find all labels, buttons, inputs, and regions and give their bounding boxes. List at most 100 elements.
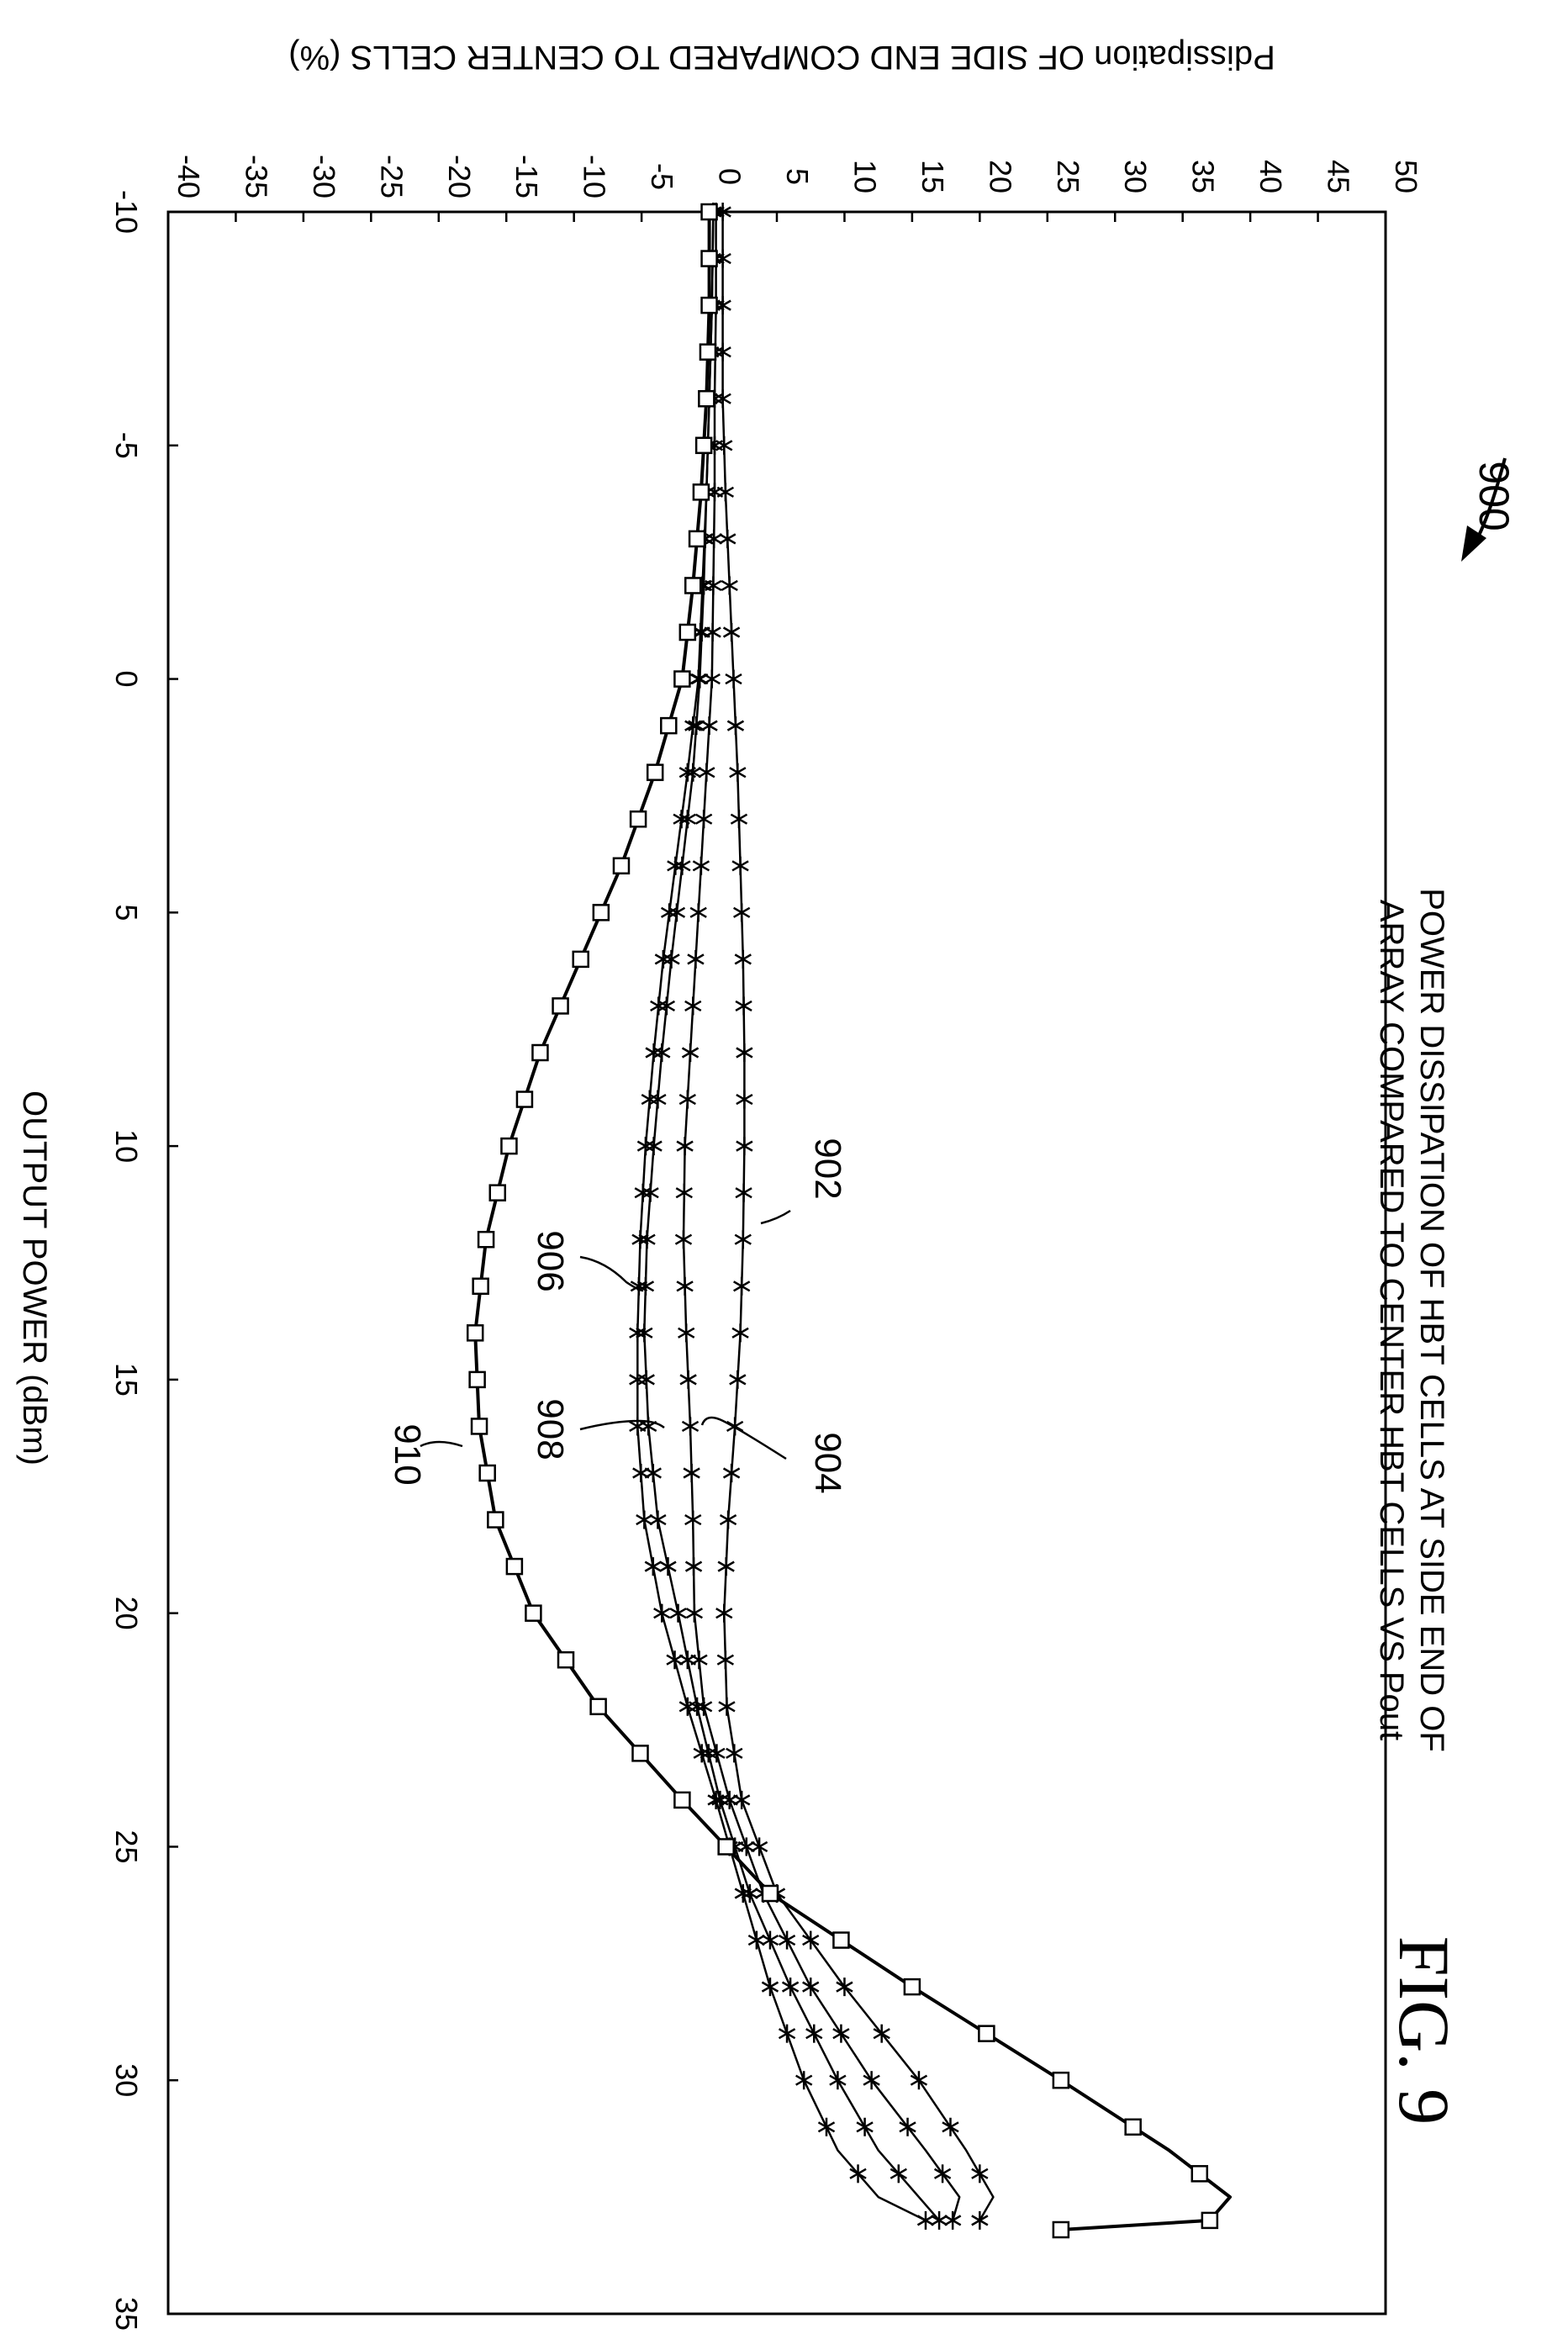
data-point-asterisk <box>641 1183 659 1202</box>
data-point-asterisk <box>681 1417 700 1436</box>
data-point-asterisk <box>645 1043 663 1062</box>
data-point-asterisk <box>722 623 741 642</box>
data-point-asterisk <box>971 2210 989 2230</box>
data-point-square <box>612 857 631 875</box>
data-point-asterisk <box>636 1137 655 1156</box>
data-point-asterisk <box>726 1744 743 1763</box>
data-point-asterisk <box>750 1837 768 1856</box>
data-point-asterisk <box>778 2024 796 2043</box>
data-point-square <box>466 1324 484 1342</box>
data-point-asterisk <box>632 1464 650 1482</box>
data-point-square <box>700 296 718 314</box>
data-point-asterisk <box>817 2117 836 2136</box>
data-point-asterisk <box>933 2164 952 2184</box>
data-point-square <box>694 436 713 455</box>
series-902 <box>714 203 995 2230</box>
y-tick-label: -20 <box>442 155 477 198</box>
data-point-asterisk <box>705 529 723 548</box>
series-line <box>473 212 1232 2231</box>
data-point-square <box>646 763 664 781</box>
data-point-square <box>592 904 610 921</box>
data-point-asterisk <box>690 1650 708 1670</box>
x-axis-label: OUTPUT POWER (dBm) <box>16 1090 53 1465</box>
data-point-asterisk <box>734 1230 752 1249</box>
data-point-asterisk <box>629 1370 647 1389</box>
data-point-square <box>629 810 647 828</box>
data-point-asterisk <box>689 669 707 689</box>
data-point-asterisk <box>653 1043 671 1062</box>
y-tick-label: -10 <box>578 155 612 198</box>
series-910 <box>466 203 1232 2239</box>
data-point-square <box>688 530 706 548</box>
data-point-asterisk <box>649 1510 667 1529</box>
data-point-asterisk <box>734 1884 752 1903</box>
data-point-asterisk <box>942 2117 959 2136</box>
data-point-square <box>1201 2211 1219 2230</box>
data-point-asterisk <box>660 903 678 922</box>
y-tick-label: 45 <box>1322 160 1356 193</box>
data-point-asterisk <box>715 436 733 455</box>
callouts: 902 904 906 908 910 <box>387 1138 848 1493</box>
callout-label-908: 908 <box>530 1398 571 1460</box>
x-tick-label: 5 <box>109 904 144 921</box>
callout-label-904: 904 <box>807 1432 848 1493</box>
data-point-square <box>660 716 678 735</box>
data-point-square <box>472 1277 489 1296</box>
data-point-square <box>589 1698 607 1716</box>
data-point-asterisk <box>736 1137 753 1156</box>
data-point-asterisk <box>694 810 713 829</box>
y-tick-label: 10 <box>847 160 882 193</box>
data-point-square <box>832 1931 850 1949</box>
x-tick-label: 35 <box>109 2297 144 2331</box>
data-point-asterisk <box>684 1510 702 1529</box>
figure-label: FIG. 9 <box>1384 1936 1465 2125</box>
x-tick-label: 25 <box>109 1830 144 1863</box>
data-point-asterisk <box>719 1510 737 1529</box>
data-point-square <box>487 1511 504 1529</box>
data-point-asterisk <box>736 1043 753 1062</box>
data-point-asterisk <box>795 2071 813 2090</box>
data-point-asterisk <box>761 1978 779 1997</box>
data-point-square <box>557 1650 575 1669</box>
callout-leader <box>579 1419 665 1431</box>
data-point-asterisk <box>802 1930 820 1950</box>
y-tick-label: -15 <box>509 155 544 198</box>
data-point-square <box>903 1978 921 1996</box>
data-point-square <box>515 1090 534 1108</box>
data-point-asterisk <box>673 810 690 829</box>
data-point-square <box>761 1884 779 1903</box>
data-point-asterisk <box>733 1790 751 1809</box>
data-point-asterisk <box>735 1183 752 1202</box>
data-point-square <box>673 1791 691 1809</box>
data-point-square <box>700 203 718 221</box>
data-point-square <box>478 1464 496 1482</box>
data-point-asterisk <box>708 1744 726 1763</box>
y-axis-label: Pdissipation OF SIDE END COMPARED TO CEN… <box>288 39 1275 76</box>
data-point-asterisk <box>829 2071 847 2090</box>
series-line <box>682 212 961 2221</box>
x-tick-label: 10 <box>109 1129 144 1163</box>
data-point-asterisk <box>930 2210 948 2230</box>
data-point-square <box>505 1557 524 1576</box>
data-point-asterisk <box>649 1090 667 1109</box>
y-tick-label: 5 <box>780 168 815 185</box>
y-tick-label: 40 <box>1254 160 1288 193</box>
data-point-asterisk <box>689 903 707 922</box>
data-point-asterisk <box>688 716 705 736</box>
data-point-asterisk <box>725 669 742 689</box>
callout-label-910: 910 <box>387 1423 428 1485</box>
data-point-asterisk <box>678 1090 696 1109</box>
data-point-asterisk <box>863 2071 880 2090</box>
data-point-asterisk <box>722 1464 741 1482</box>
data-point-square <box>717 1838 735 1856</box>
data-point-asterisk <box>693 1744 710 1763</box>
data-point-asterisk <box>654 949 673 969</box>
data-point-asterisk <box>747 1930 766 1950</box>
data-point-asterisk <box>761 1930 779 1950</box>
data-point-asterisk <box>971 2164 989 2184</box>
data-point-asterisk <box>678 1650 696 1670</box>
y-tick-label: -5 <box>645 163 679 190</box>
data-point-asterisk <box>687 949 705 969</box>
data-point-asterisk <box>669 1603 687 1623</box>
axis-ticks: -40 -35 -30 -25 -20 -15 -10 -5 0 5 10 15 20 25 30 35 40 4… <box>109 155 1423 2331</box>
